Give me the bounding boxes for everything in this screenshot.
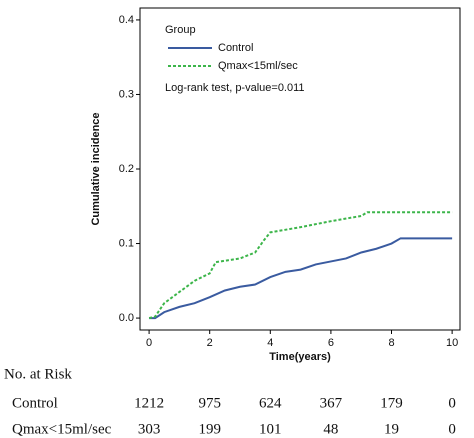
- legend-label: Qmax<15ml/sec: [218, 60, 298, 72]
- risk-value: 101: [259, 421, 282, 437]
- x-axis-label: Time(years): [269, 351, 331, 363]
- risk-row-name: Qmax<15ml/sec: [12, 421, 112, 437]
- risk-value: 1212: [134, 395, 164, 411]
- series-line: [148, 211, 453, 320]
- y-tick-label: 0.4: [119, 14, 134, 26]
- risk-table-title: No. at Risk: [4, 366, 72, 382]
- risk-value: 19: [384, 421, 399, 437]
- x-tick-label: 4: [267, 337, 273, 349]
- annotation: Log-rank test, p-value=0.011: [165, 82, 305, 94]
- y-tick-label: 0.1: [119, 237, 134, 249]
- y-tick-label: 0.0: [119, 312, 134, 324]
- risk-value: 179: [380, 395, 403, 411]
- risk-value: 199: [198, 421, 221, 437]
- y-axis-label: Cumulative incidence: [90, 112, 102, 225]
- risk-row-name: Control: [12, 395, 58, 411]
- x-tick-label: 0: [146, 337, 152, 349]
- risk-value: 0: [448, 421, 456, 437]
- plot-frame: [139, 7, 461, 331]
- risk-value: 367: [320, 395, 343, 411]
- risk-value: 0: [448, 395, 456, 411]
- legend-label: Control: [218, 42, 253, 54]
- y-tick-label: 0.2: [119, 163, 134, 175]
- y-tick-label: 0.3: [119, 88, 134, 100]
- risk-value: 624: [259, 395, 282, 411]
- x-tick-label: 10: [446, 337, 458, 349]
- risk-value: 975: [198, 395, 221, 411]
- x-tick-label: 8: [388, 337, 394, 349]
- series-line: [149, 237, 453, 320]
- x-tick-label: 2: [207, 337, 213, 349]
- x-tick-label: 6: [328, 337, 334, 349]
- legend-title: Group: [165, 24, 196, 36]
- risk-value: 48: [323, 421, 338, 437]
- risk-value: 303: [138, 421, 161, 437]
